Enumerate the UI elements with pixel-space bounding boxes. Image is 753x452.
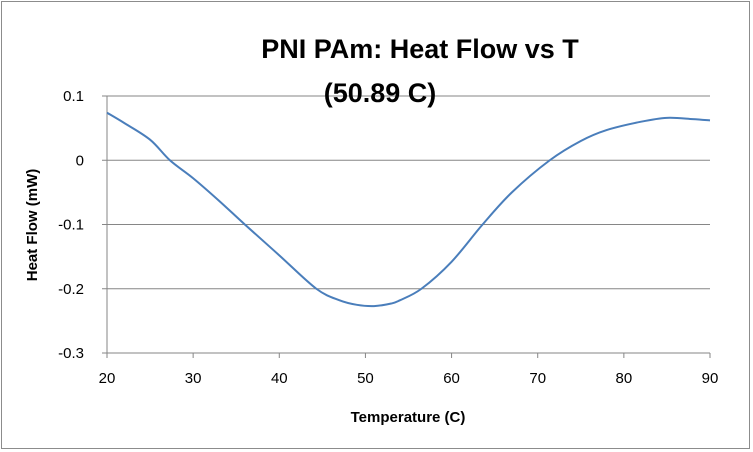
x-tick-label: 60 bbox=[443, 370, 460, 387]
x-tick-label: 20 bbox=[99, 370, 116, 387]
series-line-heat-flow bbox=[106, 111, 711, 308]
y-tick-label: -0.2 bbox=[58, 281, 84, 298]
x-tick-label: 50 bbox=[357, 370, 374, 387]
x-tick-label: 70 bbox=[529, 370, 546, 387]
y-tick-label: -0.1 bbox=[58, 217, 84, 234]
x-tick-label: 40 bbox=[271, 370, 288, 387]
y-tick-label: 0.1 bbox=[63, 88, 84, 105]
y-tick-label: 0 bbox=[76, 152, 84, 169]
y-tick-label: -0.3 bbox=[58, 345, 84, 362]
x-tick-label: 30 bbox=[185, 370, 202, 387]
x-tick-label: 90 bbox=[702, 370, 719, 387]
chart-title-line-2: (50.89 C) bbox=[324, 78, 437, 108]
y-axis-label: Heat Flow (mW) bbox=[24, 169, 41, 282]
chart-title-line-1: PNI PAm: Heat Flow vs T bbox=[261, 34, 579, 64]
x-tick-label: 80 bbox=[616, 370, 633, 387]
x-axis-label: Temperature (C) bbox=[351, 409, 466, 426]
